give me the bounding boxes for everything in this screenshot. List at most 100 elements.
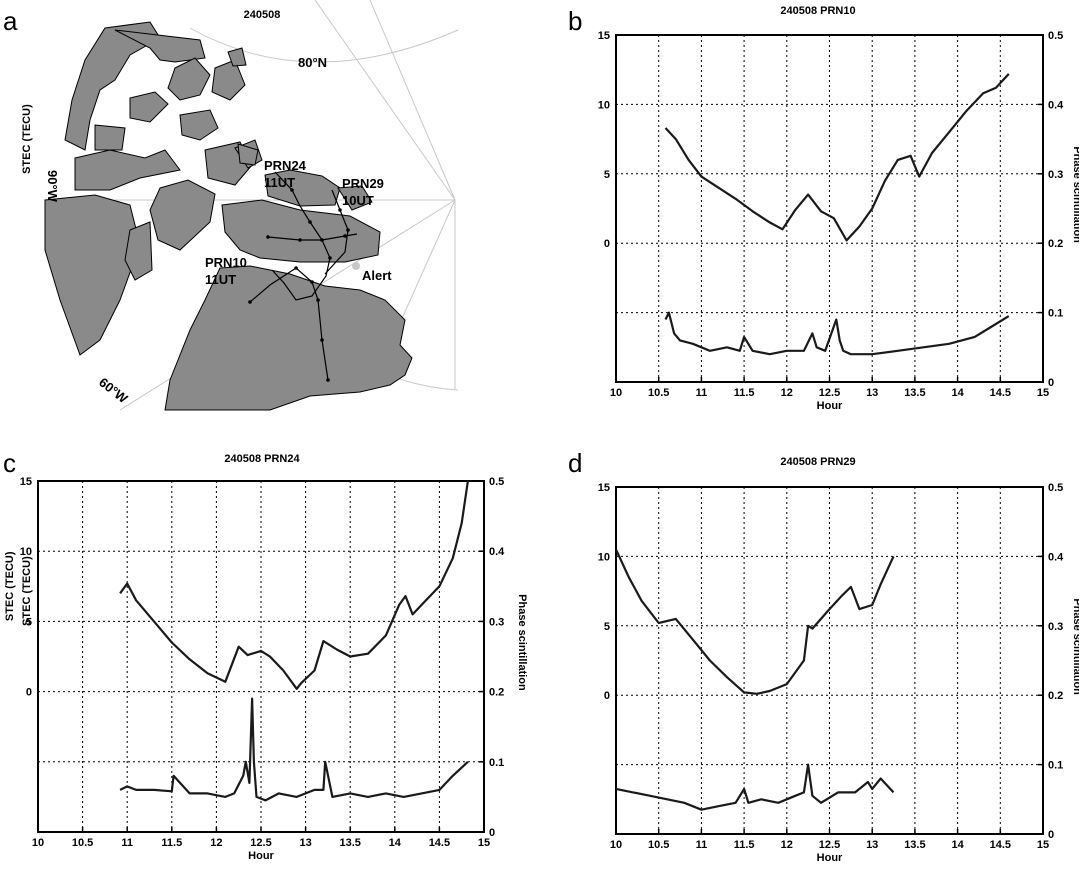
left-tick-label: 10 — [20, 546, 32, 558]
x-tick-label: 13 — [866, 839, 878, 851]
x-tick-label: 10.5 — [648, 839, 669, 851]
right-tick-label: 0 — [1048, 377, 1054, 389]
left-axis-label: STEC (TECU) — [21, 104, 33, 174]
stec-series-line — [119, 480, 469, 690]
x-tick-label: 14 — [389, 837, 402, 849]
scintillation-series-line — [664, 311, 1010, 356]
x-tick-label: 13 — [866, 387, 878, 399]
right-tick-label: 0.3 — [489, 616, 504, 628]
left-tick-label: 5 — [604, 621, 610, 633]
right-axis-label: Phase scintillation — [1071, 598, 1079, 695]
panel-b-label: b — [568, 6, 582, 36]
track-label-prn29: PRN29 — [342, 176, 384, 191]
right-tick-label: 0.2 — [1048, 690, 1063, 702]
lat-label: 80°N — [298, 55, 327, 70]
chart-title: 240508 PRN10 — [780, 5, 855, 17]
x-tick-label: 13.5 — [904, 839, 925, 851]
right-tick-label: 0.5 — [489, 476, 504, 488]
track-time-prn24: 11UT — [264, 175, 295, 190]
right-tick-label: 0.3 — [1048, 621, 1063, 633]
left-tick-label: 15 — [598, 482, 610, 494]
left-tick-label: 5 — [26, 616, 32, 628]
x-tick-label: 12 — [210, 837, 222, 849]
left-tick-label: 0 — [26, 687, 32, 699]
right-tick-label: 0.3 — [1048, 169, 1063, 181]
x-tick-label: 14 — [951, 839, 964, 851]
left-tick-label: 0 — [604, 238, 610, 250]
right-axis-label: Phase scintillation — [1071, 146, 1079, 243]
x-tick-label: 14.5 — [990, 839, 1011, 851]
right-tick-label: 0.4 — [1048, 551, 1064, 563]
panel-d-label: d — [568, 448, 582, 478]
right-tick-label: 0.5 — [1048, 482, 1063, 494]
right-tick-label: 0.1 — [489, 757, 504, 769]
left-tick-label: 10 — [598, 99, 610, 111]
x-tick-label: 13.5 — [904, 387, 925, 399]
alert-station-marker — [352, 262, 360, 270]
x-tick-label: 11.5 — [734, 839, 755, 851]
landmass — [44, 21, 413, 411]
scintillation-series-line — [119, 697, 469, 802]
x-tick-label: 10.5 — [648, 387, 669, 399]
track-time-prn29: 10UT — [342, 193, 374, 208]
x-tick-label: 12 — [781, 387, 793, 399]
right-axis-label: Phase scintillation — [516, 594, 528, 691]
right-tick-label: 0 — [1048, 829, 1054, 841]
track-time-prn10: 11UT — [205, 272, 236, 287]
left-tick-label: 0 — [604, 690, 610, 702]
left-tick-label: 10 — [598, 551, 610, 563]
x-tick-label: 10.5 — [72, 837, 93, 849]
stec-series-line — [664, 73, 1010, 242]
right-tick-label: 0.4 — [1048, 99, 1064, 111]
chart-title: 240508 PRN29 — [780, 456, 855, 468]
stec-series-line — [615, 549, 895, 695]
x-tick-label: 13 — [299, 837, 311, 849]
x-tick-label: 12.5 — [250, 837, 271, 849]
track-label-prn24: PRN24 — [264, 158, 307, 173]
left-axis-label: STEC (TECU) — [21, 556, 33, 626]
panel-b: b 240508 PRN10 10 10.5 11 11.5 12 12.5 13 13.5 14 1… — [21, 5, 1079, 412]
x-tick-label: 10 — [610, 387, 622, 399]
plot-frame — [615, 34, 1044, 383]
x-tick-label: 11.5 — [734, 387, 755, 399]
left-tick-label: 15 — [598, 30, 610, 42]
x-tick-label: 14.5 — [429, 837, 450, 849]
chart-title: 240508 PRN24 — [224, 453, 300, 465]
right-tick-label: 0.5 — [1048, 30, 1063, 42]
x-tick-label: 12 — [781, 839, 793, 851]
x-tick-label: 15 — [1037, 387, 1049, 399]
x-tick-label: 11.5 — [161, 837, 182, 849]
right-tick-label: 0.1 — [1048, 760, 1063, 772]
x-tick-label: 11 — [696, 387, 708, 399]
right-tick-label: 0.2 — [1048, 238, 1063, 250]
left-tick-label: 15 — [20, 476, 32, 488]
x-tick-label: 15 — [1037, 839, 1049, 851]
x-axis-label: Hour — [817, 852, 843, 864]
x-tick-label: 12.5 — [819, 387, 840, 399]
panel-d: d 240508 PRN29 10 10.5 11 11.5 12 12.5 13 13.5 14 1… — [21, 448, 1079, 864]
x-tick-label: 15 — [478, 837, 490, 849]
lon-label-60: 60°W — [96, 375, 131, 407]
right-tick-label: 0 — [489, 827, 495, 839]
x-tick-label: 10 — [32, 837, 44, 849]
panel-a-title: 240508 — [244, 9, 281, 21]
x-tick-label: 11 — [696, 839, 708, 851]
x-tick-label: 14 — [951, 387, 964, 399]
left-tick-label: 5 — [604, 169, 610, 181]
charts: b 240508 PRN10 10 10.5 11 11.5 12 12.5 13 13.5 14 1… — [3, 5, 1079, 864]
x-axis-label: Hour — [248, 850, 274, 862]
right-tick-label: 0.1 — [1048, 308, 1063, 320]
lon-label-90: 90°W — [45, 170, 60, 203]
right-tick-label: 0.2 — [489, 687, 504, 699]
panel-a-label: a — [3, 6, 18, 36]
panel-a: a 240508 — [3, 0, 459, 411]
scintillation-series-line — [615, 763, 895, 811]
x-tick-label: 12.5 — [819, 839, 840, 851]
track-label-prn10: PRN10 — [205, 255, 247, 270]
x-tick-label: 14.5 — [990, 387, 1011, 399]
panel-c: c 240508 PRN24 10 10.5 11 11.5 12 12.5 13 13.5 14 1… — [3, 448, 528, 862]
x-tick-label: 10 — [610, 839, 622, 851]
station-label-alert: Alert — [362, 268, 392, 283]
left-axis-label: STEC (TECU) — [4, 551, 16, 621]
